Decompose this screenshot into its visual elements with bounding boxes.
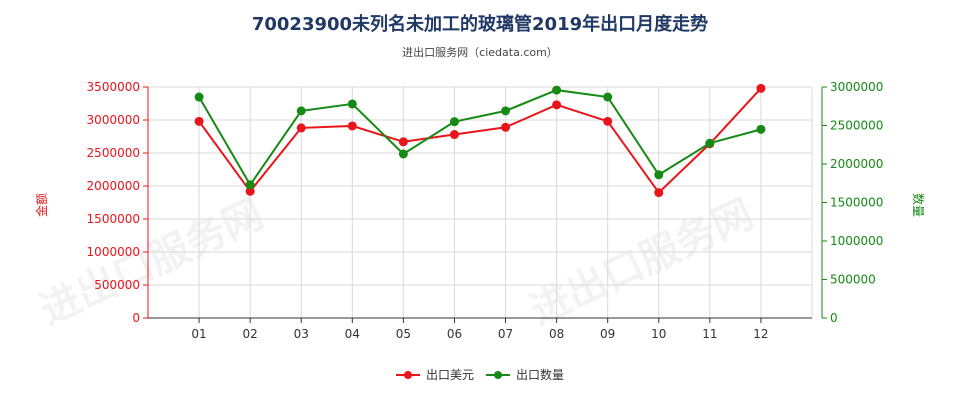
y-left-tick-label: 3000000 <box>87 113 140 127</box>
series-1-point <box>296 123 306 133</box>
series-2-point <box>501 106 511 116</box>
y-right-tick-label: 0 <box>830 311 838 325</box>
x-tick-label: 06 <box>447 327 462 341</box>
series-1-point <box>194 116 204 126</box>
series-1-point <box>398 137 408 147</box>
y-right-tick-label: 2000000 <box>830 157 883 171</box>
series-line-1 <box>198 87 762 195</box>
y-right-tick-label: 2500000 <box>830 119 883 133</box>
series-2-point <box>398 149 408 159</box>
series-1-point <box>449 130 459 140</box>
x-tick-label: 01 <box>191 327 206 341</box>
y-left-tick-label: 1500000 <box>87 212 140 226</box>
chart-title: 70023900未列名未加工的玻璃管2019年出口月度走势 <box>251 14 709 35</box>
x-tick-label: 08 <box>549 327 564 341</box>
x-tick-label: 07 <box>498 327 513 341</box>
legend-swatch-marker <box>494 371 502 379</box>
y-left-tick-label: 3500000 <box>87 80 140 94</box>
x-tick-label: 04 <box>345 327 360 341</box>
series-1-point <box>756 83 766 93</box>
series-1-point <box>603 116 613 126</box>
y-left-tick-label: 2000000 <box>87 179 140 193</box>
y-left-tick-label: 1000000 <box>87 245 140 259</box>
x-tick-label: 10 <box>651 327 666 341</box>
series-1-point <box>552 100 562 110</box>
legend-label: 出口数量 <box>516 367 564 382</box>
y-right-tick-label: 1500000 <box>830 196 883 210</box>
series-2-point <box>603 92 613 102</box>
y-right-tick-label: 3000000 <box>830 80 883 94</box>
series-2-point <box>552 85 562 95</box>
series-2-point <box>347 99 357 109</box>
series-2-point <box>194 92 204 102</box>
y-right-tick-label: 1000000 <box>830 234 883 248</box>
y-right-axis-title: 数量 <box>911 193 926 217</box>
series-2-point <box>705 138 715 148</box>
legend-label: 出口美元 <box>426 368 474 382</box>
y-left-axis-title: 金额 <box>34 193 49 217</box>
series-1-point <box>654 188 664 198</box>
series-2-point <box>449 117 459 127</box>
x-tick-label: 09 <box>600 327 615 341</box>
series-1-point <box>245 186 255 196</box>
y-left-tick-label: 500000 <box>94 278 140 292</box>
x-tick-label: 02 <box>243 327 258 341</box>
series-1-point <box>347 121 357 131</box>
legend-swatch-marker <box>404 371 412 379</box>
x-tick-label: 12 <box>753 327 768 341</box>
x-tick-label: 11 <box>702 327 717 341</box>
series-2-point <box>245 180 255 190</box>
series-2-point <box>654 170 664 180</box>
series-2-point <box>756 124 766 134</box>
series-1-point <box>501 122 511 132</box>
x-tick-label: 05 <box>396 327 411 341</box>
x-tick-label: 03 <box>294 327 309 341</box>
y-right-tick-label: 500000 <box>830 273 876 287</box>
series-2-point <box>296 106 306 116</box>
series-line-2 <box>198 89 762 187</box>
y-left-tick-label: 0 <box>132 311 140 325</box>
y-left-tick-label: 2500000 <box>87 146 140 160</box>
chart-subtitle: 进出口服务网（ciedata.com） <box>402 46 558 59</box>
